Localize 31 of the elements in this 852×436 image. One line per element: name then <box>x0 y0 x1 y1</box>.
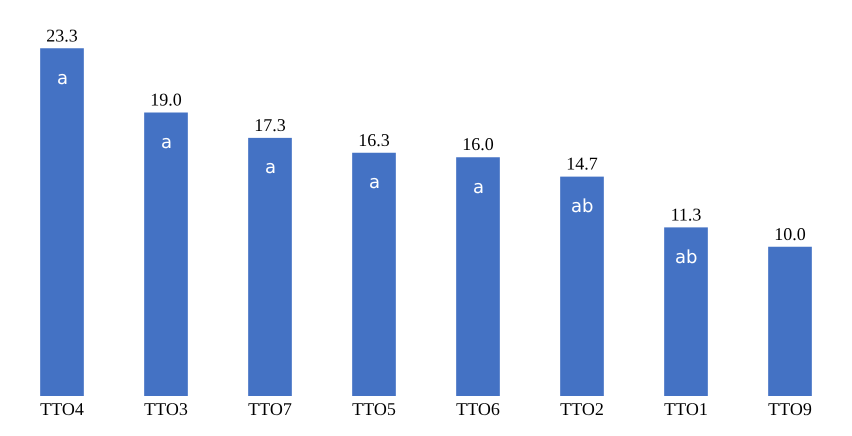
x-tick-label: TTO4 <box>40 399 84 419</box>
x-tick-label: TTO5 <box>352 399 396 419</box>
bar <box>40 48 84 396</box>
annotation: a <box>473 177 484 198</box>
data-label: 16.0 <box>462 134 494 154</box>
annotation: ab <box>571 196 594 217</box>
bar <box>352 152 396 396</box>
x-tick-label: TTO6 <box>456 399 500 419</box>
x-tick-label: TTO9 <box>768 399 812 419</box>
bar <box>560 176 604 396</box>
annotation: a <box>369 172 380 193</box>
data-label: 17.3 <box>254 114 286 135</box>
bar <box>456 157 500 396</box>
annotation: a <box>57 68 68 89</box>
x-tick-label: TTO1 <box>664 399 708 419</box>
data-label: 10.0 <box>774 224 806 244</box>
data-label: 11.3 <box>670 204 702 224</box>
annotation: a <box>161 132 172 153</box>
data-label: 23.3 <box>46 25 78 46</box>
bar <box>664 227 708 396</box>
data-label: 14.7 <box>566 154 598 174</box>
bar <box>144 112 188 396</box>
x-tick-label: TTO3 <box>144 399 188 419</box>
data-label: 19.0 <box>150 89 182 110</box>
x-tick-label: TTO2 <box>560 399 604 419</box>
data-label: 16.3 <box>358 130 390 150</box>
bar <box>248 138 292 396</box>
bar <box>768 246 812 396</box>
x-tick-label: TTO7 <box>248 399 292 419</box>
annotation: a <box>265 157 276 178</box>
annotation: ab <box>675 247 698 268</box>
